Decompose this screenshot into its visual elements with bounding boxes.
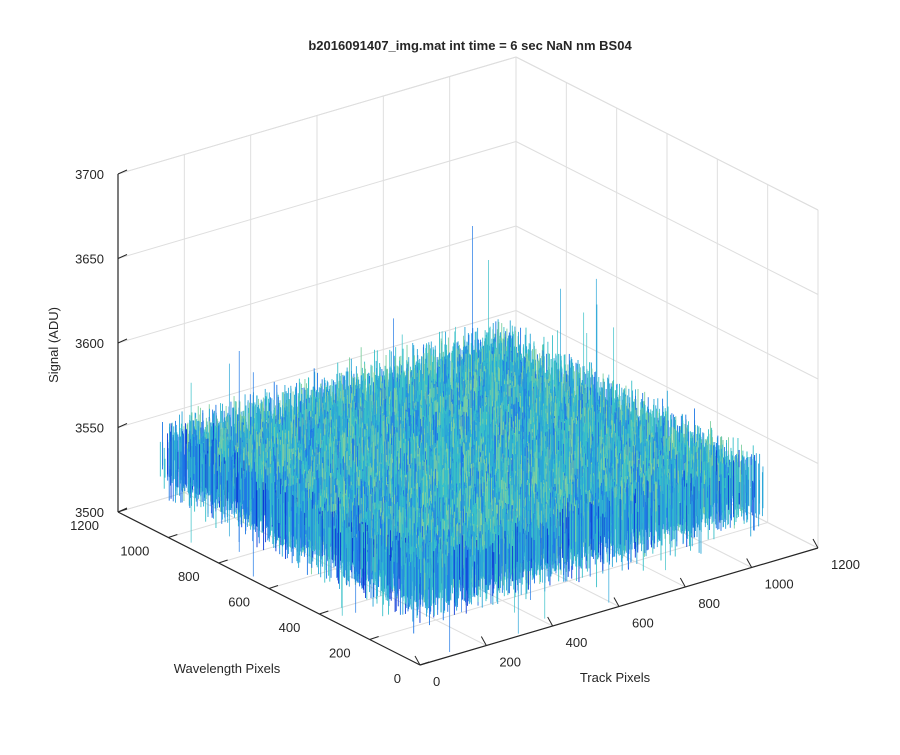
surface-plot: 0200400600800100012000200400600800100012… [0, 0, 900, 750]
